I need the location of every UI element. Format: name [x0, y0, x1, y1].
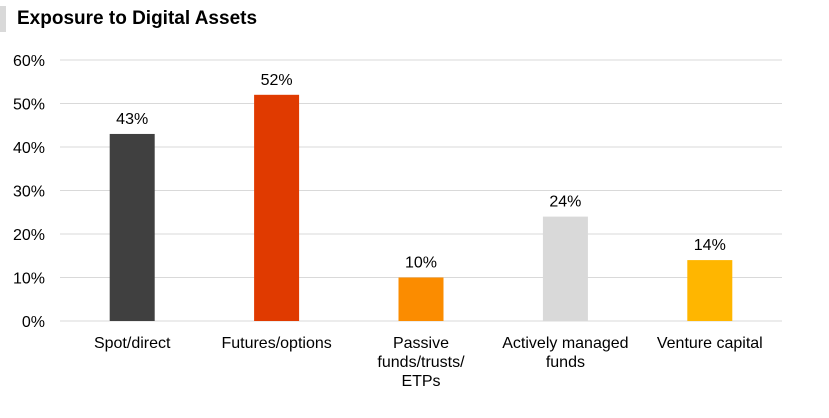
chart-title: Exposure to Digital Assets — [17, 8, 258, 29]
category-label: Passive funds/trusts/ETPs — [377, 335, 465, 390]
category-label: Actively managed funds — [502, 335, 628, 371]
data-label: 24% — [549, 194, 581, 211]
category-label: Venture capital — [657, 335, 763, 352]
category-label: Futures/options — [221, 335, 331, 352]
data-label: 43% — [116, 111, 148, 128]
bar — [687, 260, 733, 321]
title-accent-bar — [0, 6, 6, 32]
data-label: 10% — [405, 255, 437, 272]
y-tick-label: 40% — [13, 140, 45, 157]
data-label: 14% — [694, 237, 726, 254]
y-tick-label: 30% — [13, 184, 45, 201]
y-tick-label: 0% — [22, 314, 45, 331]
y-tick-label: 10% — [13, 271, 45, 288]
y-tick-label: 50% — [13, 97, 45, 114]
bar — [109, 133, 155, 321]
bar — [254, 94, 300, 321]
y-tick-label: 20% — [13, 227, 45, 244]
y-tick-label: 60% — [13, 53, 45, 70]
category-label: Spot/direct — [94, 335, 171, 352]
data-label: 52% — [261, 72, 293, 89]
bar — [542, 216, 588, 321]
bar — [398, 277, 444, 321]
